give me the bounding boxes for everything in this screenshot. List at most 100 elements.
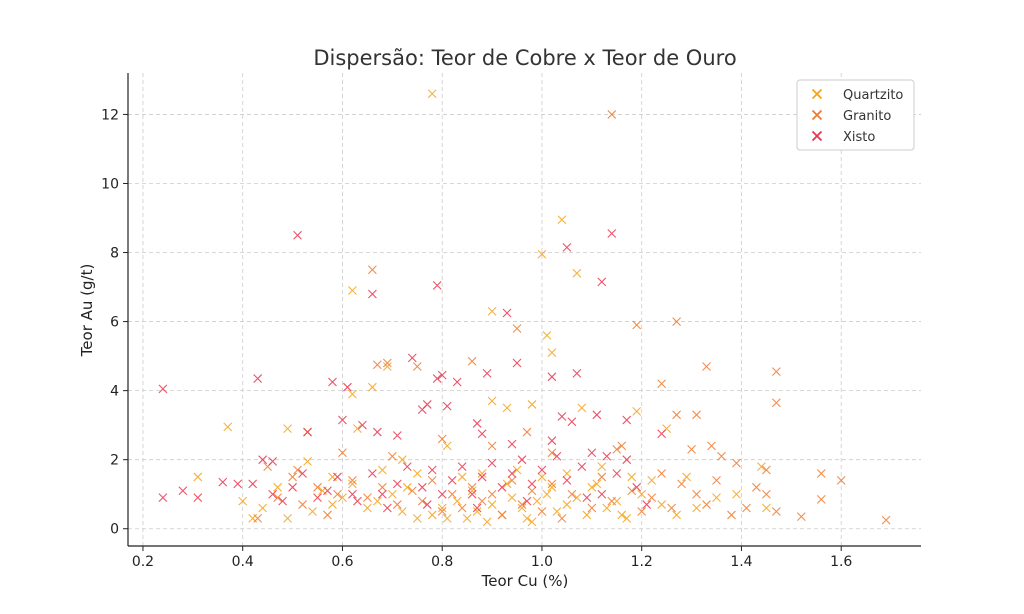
data-point — [771, 367, 781, 377]
data-point — [507, 439, 517, 449]
data-point — [617, 510, 627, 520]
data-point — [642, 500, 652, 509]
data-point — [447, 489, 457, 499]
data-point — [627, 472, 637, 482]
data-point — [477, 469, 487, 478]
data-point — [547, 348, 557, 358]
data-point — [298, 500, 307, 509]
data-point — [567, 489, 577, 499]
data-point — [712, 493, 721, 503]
data-point — [562, 242, 572, 252]
data-point — [816, 469, 826, 478]
data-point — [602, 451, 612, 461]
data-point — [522, 427, 532, 437]
x-tick-label: 0.6 — [331, 554, 353, 570]
y-tick-label: 4 — [110, 384, 119, 400]
data-point — [477, 429, 487, 439]
data-point — [382, 503, 392, 513]
data-point — [303, 457, 312, 466]
data-point — [537, 507, 547, 516]
legend-box — [796, 79, 915, 151]
data-point — [158, 384, 168, 394]
data-point — [427, 476, 437, 485]
legend-label: Xisto — [843, 130, 875, 145]
data-point — [771, 398, 781, 408]
data-point — [702, 362, 711, 371]
data-point — [412, 513, 422, 523]
data-point — [527, 400, 537, 409]
y-tick-label: 6 — [110, 315, 119, 331]
data-point — [517, 455, 527, 465]
data-point — [707, 441, 716, 451]
data-point — [328, 500, 337, 509]
data-point — [522, 496, 532, 506]
data-point — [537, 465, 547, 475]
data-point — [572, 268, 582, 278]
data-point — [427, 465, 437, 475]
data-point — [333, 472, 342, 482]
data-point — [732, 458, 741, 468]
data-point — [632, 320, 642, 330]
data-point — [517, 500, 527, 509]
data-point — [512, 465, 522, 475]
data-point — [487, 500, 497, 509]
data-point — [193, 493, 203, 503]
data-point — [333, 489, 342, 499]
data-point — [487, 458, 497, 468]
data-point — [308, 507, 317, 516]
data-point — [507, 493, 517, 503]
data-point — [218, 477, 228, 487]
data-point — [402, 482, 412, 492]
data-point — [283, 513, 292, 523]
data-point — [447, 476, 457, 485]
data-point — [258, 455, 268, 465]
data-point — [437, 507, 447, 516]
data-point — [238, 496, 248, 506]
data-point — [233, 479, 243, 489]
data-point — [412, 469, 422, 478]
series-xisto — [158, 229, 667, 513]
data-point — [467, 489, 477, 499]
x-tick-label: 1.0 — [531, 554, 553, 570]
data-point — [417, 496, 427, 506]
data-point — [293, 230, 302, 240]
data-point — [482, 517, 492, 527]
x-tick-label: 1.4 — [730, 554, 752, 570]
data-point — [477, 496, 487, 506]
data-point — [567, 417, 577, 427]
data-point — [323, 510, 332, 520]
data-point — [392, 431, 402, 440]
data-point — [437, 370, 447, 380]
data-point — [407, 353, 417, 363]
data-point — [178, 486, 188, 496]
data-point — [522, 513, 532, 523]
data-point — [288, 472, 297, 482]
data-point — [762, 503, 771, 513]
data-point — [412, 362, 422, 371]
data-points — [158, 89, 891, 527]
data-point — [258, 503, 268, 513]
data-point — [602, 503, 612, 513]
data-point — [622, 455, 632, 465]
data-point — [467, 486, 477, 496]
x-tick-label: 0.2 — [132, 554, 154, 570]
data-point — [442, 513, 452, 523]
data-point — [158, 493, 168, 503]
data-point — [592, 479, 602, 489]
data-point — [313, 482, 322, 492]
data-point — [452, 496, 462, 506]
data-point — [762, 489, 771, 499]
data-point — [836, 476, 846, 485]
legend-marker — [811, 109, 823, 121]
data-point — [672, 410, 682, 420]
data-point — [283, 424, 292, 434]
data-point — [303, 427, 312, 437]
data-point — [497, 482, 507, 492]
data-point — [597, 277, 607, 287]
data-point — [432, 280, 442, 290]
data-point — [363, 503, 372, 513]
data-point — [442, 401, 452, 411]
data-point — [637, 489, 647, 499]
data-point — [692, 489, 701, 499]
data-point — [353, 424, 362, 434]
